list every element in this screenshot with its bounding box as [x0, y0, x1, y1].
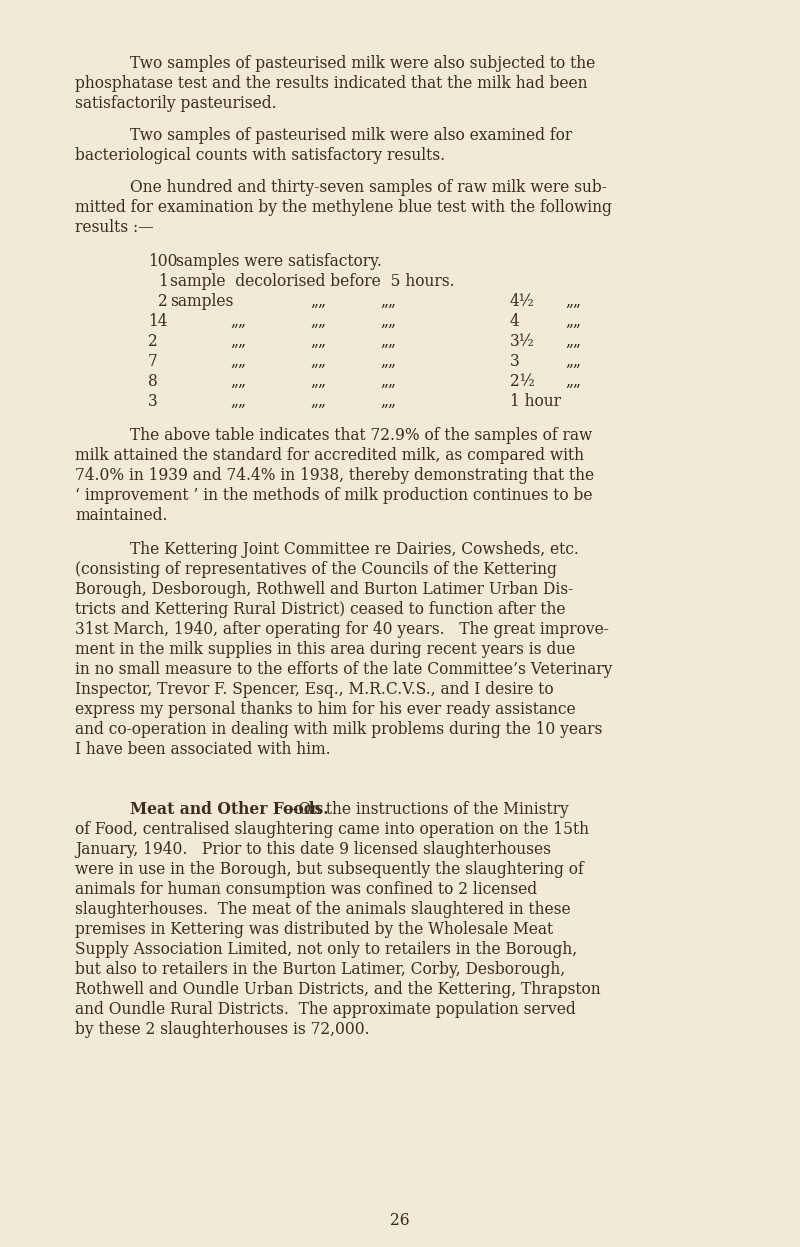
- Text: mitted for examination by the methylene blue test with the following: mitted for examination by the methylene …: [75, 200, 612, 216]
- Text: ‘ improvement ’ in the methods of milk production continues to be: ‘ improvement ’ in the methods of milk p…: [75, 488, 593, 504]
- Text: „„: „„: [310, 373, 326, 390]
- Text: Meat and Other Foods.: Meat and Other Foods.: [130, 801, 329, 818]
- Text: 4: 4: [510, 313, 520, 330]
- Text: maintained.: maintained.: [75, 508, 167, 524]
- Text: „„: „„: [380, 393, 396, 410]
- Text: „„: „„: [230, 313, 246, 330]
- Text: Rothwell and Oundle Urban Districts, and the Kettering, Thrapston: Rothwell and Oundle Urban Districts, and…: [75, 981, 601, 998]
- Text: „„: „„: [310, 293, 326, 311]
- Text: 74.0% in 1939 and 74.4% in 1938, thereby demonstrating that the: 74.0% in 1939 and 74.4% in 1938, thereby…: [75, 466, 594, 484]
- Text: „„: „„: [565, 353, 581, 370]
- Text: „„: „„: [565, 313, 581, 330]
- Text: 1: 1: [158, 273, 168, 291]
- Text: One hundred and thirty-seven samples of raw milk were sub-: One hundred and thirty-seven samples of …: [130, 180, 607, 196]
- Text: 8: 8: [148, 373, 158, 390]
- Text: „„: „„: [230, 333, 246, 350]
- Text: by these 2 slaughterhouses is 72,000.: by these 2 slaughterhouses is 72,000.: [75, 1021, 370, 1038]
- Text: ment in the milk supplies in this area during recent years is due: ment in the milk supplies in this area d…: [75, 641, 575, 658]
- Text: but also to retailers in the Burton Latimer, Corby, Desborough,: but also to retailers in the Burton Lati…: [75, 961, 565, 978]
- Text: „„: „„: [380, 333, 396, 350]
- Text: 31st March, 1940, after operating for 40 years.   The great improve-: 31st March, 1940, after operating for 40…: [75, 621, 609, 638]
- Text: „„: „„: [565, 333, 581, 350]
- Text: January, 1940.   Prior to this date 9 licensed slaughterhouses: January, 1940. Prior to this date 9 lice…: [75, 840, 551, 858]
- Text: „„: „„: [565, 293, 581, 311]
- Text: bacteriological counts with satisfactory results.: bacteriological counts with satisfactory…: [75, 147, 445, 165]
- Text: animals for human consumption was confined to 2 licensed: animals for human consumption was confin…: [75, 880, 537, 898]
- Text: Inspector, Trevor F. Spencer, Esq., M.R.C.V.S., and I desire to: Inspector, Trevor F. Spencer, Esq., M.R.…: [75, 681, 554, 698]
- Text: samples were satisfactory.: samples were satisfactory.: [176, 253, 382, 271]
- Text: 1 hour: 1 hour: [510, 393, 561, 410]
- Text: —On the instructions of the Ministry: —On the instructions of the Ministry: [283, 801, 569, 818]
- Text: satisfactorily pasteurised.: satisfactorily pasteurised.: [75, 95, 277, 112]
- Text: Borough, Desborough, Rothwell and Burton Latimer Urban Dis-: Borough, Desborough, Rothwell and Burton…: [75, 581, 574, 599]
- Text: „„: „„: [565, 373, 581, 390]
- Text: Two samples of pasteurised milk were also subjected to the: Two samples of pasteurised milk were als…: [130, 55, 595, 72]
- Text: 3: 3: [510, 353, 520, 370]
- Text: premises in Kettering was distributed by the Wholesale Meat: premises in Kettering was distributed by…: [75, 922, 553, 938]
- Text: „„: „„: [310, 313, 326, 330]
- Text: „„: „„: [380, 353, 396, 370]
- Text: express my personal thanks to him for his ever ready assistance: express my personal thanks to him for hi…: [75, 701, 576, 718]
- Text: „„: „„: [230, 353, 246, 370]
- Text: 3½: 3½: [510, 333, 534, 350]
- Text: milk attained the standard for accredited milk, as compared with: milk attained the standard for accredite…: [75, 446, 584, 464]
- Text: 14: 14: [148, 313, 167, 330]
- Text: 2: 2: [158, 293, 168, 311]
- Text: and Oundle Rural Districts.  The approximate population served: and Oundle Rural Districts. The approxim…: [75, 1001, 576, 1018]
- Text: „„: „„: [310, 353, 326, 370]
- Text: 2½: 2½: [510, 373, 534, 390]
- Text: 26: 26: [390, 1212, 410, 1230]
- Text: 3: 3: [148, 393, 158, 410]
- Text: samples: samples: [170, 293, 234, 311]
- Text: I have been associated with him.: I have been associated with him.: [75, 741, 330, 758]
- Text: „„: „„: [380, 313, 396, 330]
- Text: 2: 2: [148, 333, 158, 350]
- Text: in no small measure to the efforts of the late Committee’s Veterinary: in no small measure to the efforts of th…: [75, 661, 612, 678]
- Text: were in use in the Borough, but subsequently the slaughtering of: were in use in the Borough, but subseque…: [75, 860, 584, 878]
- Text: 4½: 4½: [510, 293, 534, 311]
- Text: „„: „„: [310, 393, 326, 410]
- Text: of Food, centralised slaughtering came into operation on the 15th: of Food, centralised slaughtering came i…: [75, 821, 589, 838]
- Text: slaughterhouses.  The meat of the animals slaughtered in these: slaughterhouses. The meat of the animals…: [75, 902, 570, 918]
- Text: „„: „„: [230, 393, 246, 410]
- Text: Supply Association Limited, not only to retailers in the Borough,: Supply Association Limited, not only to …: [75, 941, 577, 958]
- Text: The Kettering Joint Committee re Dairies, Cowsheds, etc.: The Kettering Joint Committee re Dairies…: [130, 541, 579, 557]
- Text: „„: „„: [310, 333, 326, 350]
- Text: phosphatase test and the results indicated that the milk had been: phosphatase test and the results indicat…: [75, 75, 587, 92]
- Text: and co-operation in dealing with milk problems during the 10 years: and co-operation in dealing with milk pr…: [75, 721, 602, 738]
- Text: results :—: results :—: [75, 219, 154, 236]
- Text: (consisting of representatives of the Councils of the Kettering: (consisting of representatives of the Co…: [75, 561, 557, 579]
- Text: „„: „„: [380, 293, 396, 311]
- Text: tricts and Kettering Rural District) ceased to function after the: tricts and Kettering Rural District) cea…: [75, 601, 566, 619]
- Text: „„: „„: [230, 373, 246, 390]
- Text: 100: 100: [148, 253, 178, 271]
- Text: sample  decolorised before  5 hours.: sample decolorised before 5 hours.: [170, 273, 454, 291]
- Text: 7: 7: [148, 353, 158, 370]
- Text: Two samples of pasteurised milk were also examined for: Two samples of pasteurised milk were als…: [130, 127, 572, 143]
- Text: „„: „„: [380, 373, 396, 390]
- Text: The above table indicates that 72.9% of the samples of raw: The above table indicates that 72.9% of …: [130, 426, 592, 444]
